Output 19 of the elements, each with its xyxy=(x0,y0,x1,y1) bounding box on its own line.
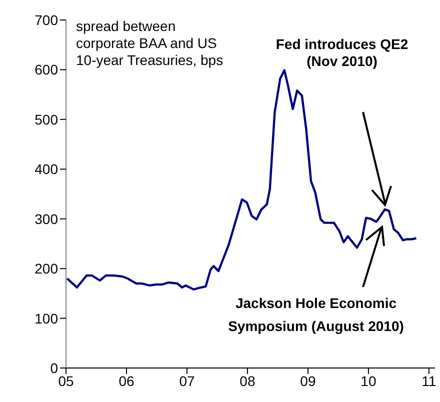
annotation: Jackson Hole Economic Symposium (August 2010) xyxy=(227,294,405,336)
y-tick-label: 100 xyxy=(34,310,58,326)
x-tick-label: 05 xyxy=(58,372,74,389)
x-tick-label: 10 xyxy=(360,372,376,389)
x-tick-label: 09 xyxy=(300,372,316,389)
x-tick-label: 08 xyxy=(240,372,256,389)
y-tick-label: 200 xyxy=(34,260,58,277)
y-tick-label: 500 xyxy=(34,111,58,128)
y-tick-label: 400 xyxy=(34,161,58,178)
x-tick-label: 06 xyxy=(118,372,134,389)
annotation: Fed introduces QE2 (Nov 2010) xyxy=(274,36,410,70)
x-tick-label: 07 xyxy=(179,372,195,389)
annotation: spread between corporate BAA and US 10-year Treasuries, bps xyxy=(76,18,224,69)
y-tick-label: 0 xyxy=(50,360,58,376)
y-tick-label: 300 xyxy=(34,210,58,227)
x-tick-label: 11 xyxy=(422,372,436,389)
y-tick-label: 600 xyxy=(34,62,58,78)
y-tick-label: 700 xyxy=(34,12,58,28)
line-series xyxy=(66,69,418,291)
